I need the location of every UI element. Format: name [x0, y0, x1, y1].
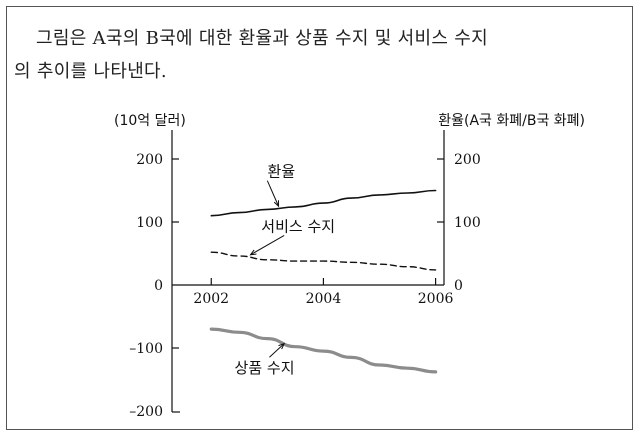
right-axis-label: 환율(A국 화폐/B국 화폐)	[438, 113, 585, 129]
x-tick-label: 2004	[306, 291, 342, 307]
series-label: 환율	[268, 163, 296, 181]
chart-axes: 200 100 0 –100 –200 200 100 0 2002 2004 2006	[129, 130, 481, 420]
right-tick-label: 100	[454, 215, 481, 231]
question-text: 그림은 A국의 B국에 대한 환율과 상품 수지 및 서비스 수지 의 추이를 …	[14, 22, 624, 88]
question-line-2: 의 추이를 나타낸다.	[14, 61, 167, 82]
series-label-leader	[250, 235, 285, 256]
series-line-3	[209, 327, 438, 374]
left-tick-label: 200	[136, 152, 163, 168]
x-tick-label: 2006	[418, 291, 454, 307]
series-label-leader	[266, 180, 280, 207]
series-label: 상품 수지	[235, 359, 295, 377]
right-tick-label: 0	[454, 278, 463, 294]
left-tick-label: –100	[129, 341, 163, 357]
series-label-arrowhead	[278, 342, 286, 350]
series-label-arrowhead	[249, 249, 257, 256]
series-label-arrowhead	[273, 200, 280, 208]
series-label: 서비스 수지	[261, 217, 335, 235]
left-axis-label: (10억 달러)	[114, 113, 186, 129]
left-tick-label: 0	[154, 278, 163, 294]
question-line-1: 그림은 A국의 B국에 대한 환율과 상품 수지 및 서비스 수지	[36, 28, 488, 49]
series-line-2	[210, 251, 437, 271]
chart-series	[209, 189, 438, 374]
left-tick-label: –200	[129, 404, 163, 420]
series-line-1	[210, 189, 437, 217]
x-tick-label: 2002	[193, 291, 229, 307]
question-frame	[6, 6, 633, 430]
right-tick-label: 200	[454, 152, 481, 168]
left-tick-label: 100	[136, 215, 163, 231]
series-label-leader	[269, 343, 285, 358]
